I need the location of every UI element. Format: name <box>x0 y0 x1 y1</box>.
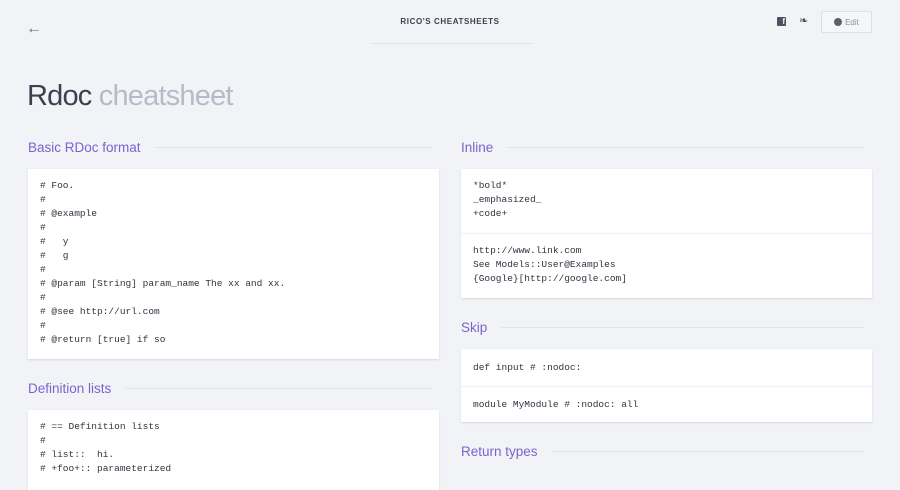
section-heading-deflists: Definition lists <box>28 378 439 398</box>
code-block-inline: *bold* _emphasized_ +code+ http://www.li… <box>461 169 872 298</box>
back-arrow-icon[interactable]: ← <box>26 20 42 37</box>
facebook-icon[interactable]: f <box>777 17 786 26</box>
section-heading-basic: Basic RDoc format <box>28 137 439 157</box>
left-column: Basic RDoc format # Foo. # # @example # … <box>28 137 439 490</box>
github-icon <box>834 18 843 26</box>
page-title: Rdoc cheatsheet <box>27 80 233 113</box>
heading-text: Definition lists <box>28 380 112 396</box>
code-text: # Foo. # # @example # # y # g # # @param… <box>40 180 286 345</box>
code-block-skip: def input # :nodoc: module MyModule # :n… <box>461 349 872 422</box>
divider <box>370 43 532 44</box>
heading-text: Skip <box>461 319 488 335</box>
title-sub: cheatsheet <box>98 80 234 112</box>
heading-text: Basic RDoc format <box>28 139 141 155</box>
edit-label: Edit <box>845 17 859 27</box>
code-block-deflists: # == Definition lists # # list:: hi. # +… <box>28 410 439 490</box>
heading-text: Return types <box>461 443 538 459</box>
right-column: Inline *bold* _emphasized_ +code+ http:/… <box>461 137 872 461</box>
code-text: *bold* _emphasized_ +code+ <box>473 180 542 219</box>
code-text: def input # :nodoc: <box>473 362 582 373</box>
section-heading-return: Return types <box>461 441 872 461</box>
heading-text: Inline <box>461 139 494 155</box>
section-heading-skip: Skip <box>461 317 872 337</box>
twitter-icon[interactable]: ❧ <box>799 15 809 27</box>
code-text: # == Definition lists # # list:: hi. # +… <box>40 421 172 474</box>
code-text: http://www.link.com See Models::User@Exa… <box>461 233 872 298</box>
title-main: Rdoc <box>27 80 92 112</box>
section-heading-inline: Inline <box>461 137 872 157</box>
code-text: module MyModule # :nodoc: all <box>461 386 872 422</box>
site-brand[interactable]: RICO'S CHEATSHEETS <box>400 17 500 26</box>
edit-button[interactable]: Edit <box>821 11 872 33</box>
code-block-basic: # Foo. # # @example # # y # g # # @param… <box>28 169 439 359</box>
